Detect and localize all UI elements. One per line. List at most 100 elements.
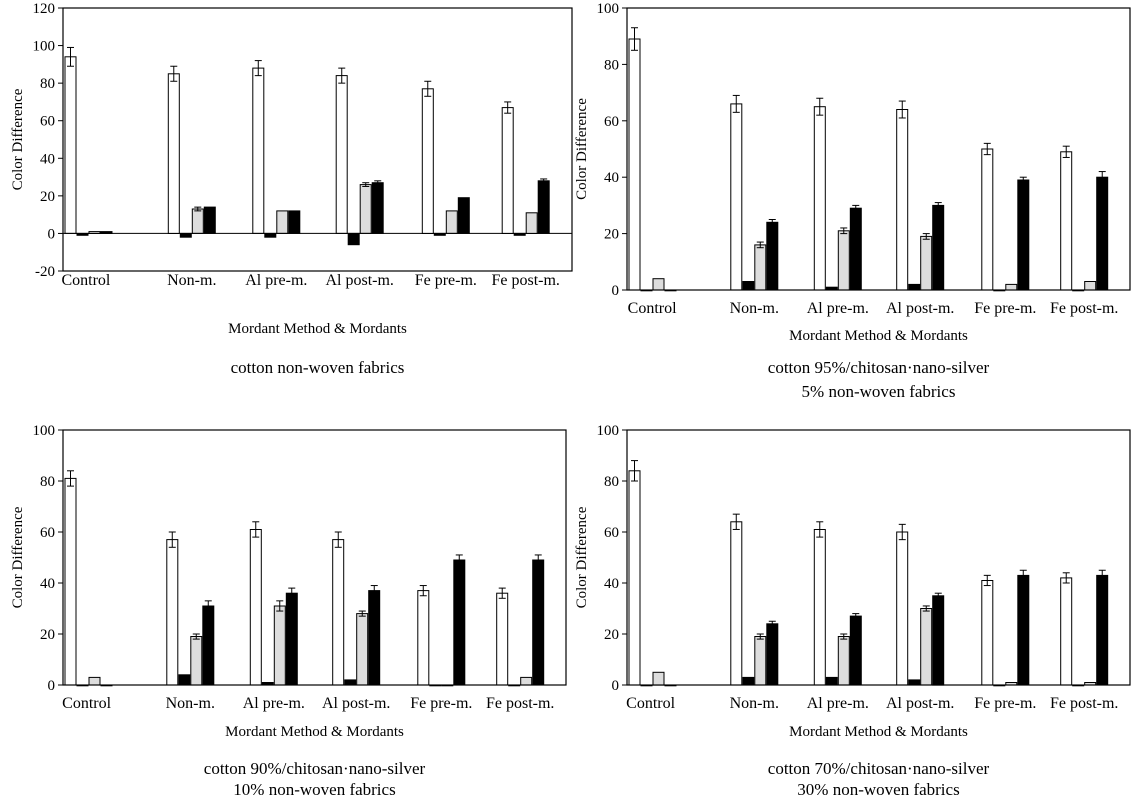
x-axis-title: Mordant Method & Mordants <box>225 724 404 740</box>
bar-1-4-3 <box>288 210 301 234</box>
y-tick-label: 60 <box>604 114 619 130</box>
chart-panel-3: 0 20 40 60 80 100 Control Non-m. Al pre-m. Al pos… <box>10 423 567 799</box>
y-tick-label: 0 <box>612 283 620 299</box>
bar-4-3-1 <box>652 671 665 686</box>
x-category-label: Al post-m. <box>322 695 390 712</box>
bar-3-3-1 <box>88 676 101 686</box>
bar-3-4-4 <box>368 590 381 686</box>
x-category-label: Al post-m. <box>886 695 954 712</box>
bar-4-4-6 <box>1096 574 1109 686</box>
x-category-label: Fe pre-m. <box>415 272 477 289</box>
plot-frame <box>62 7 573 272</box>
bar-1-1-3 <box>252 67 265 234</box>
bar-2-4-4 <box>932 204 945 291</box>
bar-2-1-3 <box>813 106 826 291</box>
x-category-label: Non-m. <box>167 272 216 289</box>
y-tick-label: 40 <box>604 170 619 186</box>
bar-4-2-3 <box>825 676 838 686</box>
bar-2-3-5 <box>1005 283 1018 291</box>
bar-2-1-6 <box>1060 151 1073 291</box>
bar-4-3-3 <box>837 636 850 686</box>
y-tick-label: 80 <box>40 474 55 490</box>
bar-1-1-4 <box>335 75 348 234</box>
y-axis-title: Color Difference <box>574 506 590 608</box>
bar-1-1-5 <box>421 88 434 234</box>
x-category-label: Control <box>626 695 675 712</box>
bar-2-2-4 <box>908 283 921 291</box>
y-tick-label: 100 <box>597 1 620 17</box>
bar-4-4-2 <box>766 623 779 686</box>
y-axis-title: Color Difference <box>10 88 26 190</box>
y-tick-label: 0 <box>48 678 56 694</box>
y-tick-label: 120 <box>33 1 56 17</box>
y-tick-label: 80 <box>40 76 55 92</box>
chart-caption-line2: 5% non-woven fabrics <box>802 382 956 401</box>
bar-1-2-2 <box>179 232 192 238</box>
x-category-label: Fe post-m. <box>491 272 559 289</box>
y-tick-label: 20 <box>40 627 55 643</box>
bar-2-4-6 <box>1096 176 1109 291</box>
x-category-label: Fe post-m. <box>1050 300 1118 317</box>
chart-panel-4: 0 20 40 60 80 100 Control Non-m. Al pre-m. Al pos… <box>574 423 1131 799</box>
y-axis-title: Color Difference <box>10 506 26 608</box>
bar-1-3-3 <box>276 210 289 234</box>
y-tick-label: 0 <box>612 678 620 694</box>
bar-4-1-1 <box>628 470 641 686</box>
x-category-label: Al pre-m. <box>807 300 869 317</box>
chart-caption: cotton 95%/chitosan·nano-silver <box>768 358 990 377</box>
chart-caption-line2: 10% non-woven fabrics <box>233 780 395 799</box>
bar-3-1-5 <box>417 590 430 686</box>
y-tick-label: 100 <box>33 423 56 439</box>
bar-4-1-4 <box>896 531 909 686</box>
bar-2-4-2 <box>766 221 779 291</box>
bar-2-1-2 <box>730 103 743 291</box>
x-category-label: Non-m. <box>730 695 779 712</box>
bar-2-4-5 <box>1017 179 1030 291</box>
y-tick-label: 60 <box>40 114 55 130</box>
bar-3-3-2 <box>190 636 203 686</box>
y-tick-label: 40 <box>604 576 619 592</box>
bar-3-4-6 <box>532 559 545 686</box>
bar-1-1-6 <box>501 107 514 234</box>
bar-4-1-6 <box>1060 577 1073 686</box>
bar-2-3-4 <box>920 235 933 291</box>
x-category-label: Control <box>628 300 677 317</box>
bar-3-3-3 <box>273 605 286 686</box>
bar-4-4-4 <box>932 595 945 686</box>
bar-2-1-4 <box>896 109 909 291</box>
x-category-label: Control <box>61 272 110 289</box>
chart-caption: cotton non-woven fabrics <box>231 358 405 377</box>
x-category-label: Al post-m. <box>325 272 393 289</box>
y-axis-title: Color Difference <box>574 98 590 200</box>
bar-4-2-2 <box>742 676 755 686</box>
bar-1-3-6 <box>525 212 538 235</box>
x-category-label: Fe post-m. <box>486 695 554 712</box>
plot-frame <box>62 429 567 686</box>
bar-3-1-2 <box>166 539 179 686</box>
x-category-label: Non-m. <box>730 300 779 317</box>
bar-2-1-1 <box>628 38 641 291</box>
bar-2-3-6 <box>1084 281 1097 291</box>
x-axis-title: Mordant Method & Mordants <box>789 724 968 740</box>
chart-panel-2: 0 20 40 60 80 100 Control Non-m. Al pre-m. Al pos… <box>574 1 1131 401</box>
chart-caption: cotton 90%/chitosan·nano-silver <box>204 759 426 778</box>
plot-frame <box>626 429 1131 686</box>
bar-3-1-1 <box>64 477 77 686</box>
x-category-label: Al pre-m. <box>245 272 307 289</box>
y-tick-label: 40 <box>40 576 55 592</box>
bar-3-2-4 <box>344 679 357 686</box>
y-tick-label: 100 <box>33 39 56 55</box>
bar-2-1-5 <box>981 148 994 291</box>
bar-2-3-1 <box>652 278 665 291</box>
bar-2-2-2 <box>742 281 755 291</box>
bar-3-2-2 <box>178 674 191 686</box>
bar-1-2-3 <box>264 232 277 238</box>
bar-4-2-4 <box>908 679 921 686</box>
y-tick-label: 20 <box>40 189 55 205</box>
bar-1-4-4 <box>371 182 384 234</box>
chart-caption-line2: 30% non-woven fabrics <box>797 780 959 799</box>
x-category-label: Al post-m. <box>886 300 954 317</box>
bar-4-3-4 <box>920 608 933 686</box>
x-category-label: Fe pre-m. <box>974 300 1036 317</box>
